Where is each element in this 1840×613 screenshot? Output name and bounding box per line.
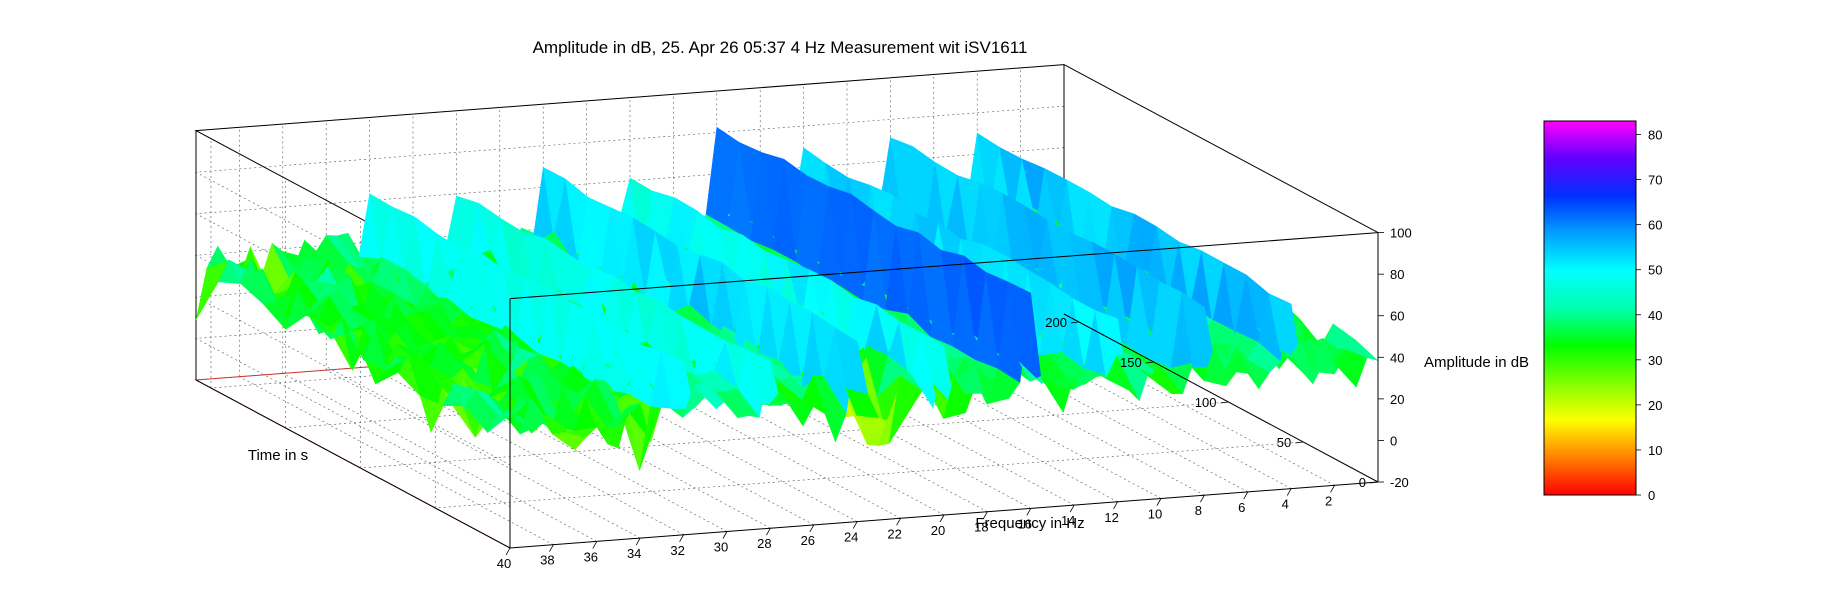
- colorbar-tick-label: 70: [1648, 173, 1662, 188]
- x-tick: [1026, 508, 1032, 516]
- x-tick: [635, 537, 641, 546]
- x-tick: [939, 514, 945, 523]
- x-tick: [1286, 488, 1292, 496]
- y-tick: [1369, 481, 1379, 484]
- x-tick-label: 14: [1061, 513, 1075, 528]
- grid-line: [239, 376, 554, 545]
- x-tick-label: 8: [1195, 503, 1202, 518]
- grid-line: [326, 369, 641, 539]
- y-tick: [1295, 441, 1304, 444]
- colorbar-tick-label: 0: [1648, 488, 1655, 503]
- x-tick: [896, 518, 901, 526]
- colorbar-tick-label: 20: [1648, 398, 1662, 413]
- z-tick-label: 0: [1390, 433, 1397, 448]
- z-tick-label: 60: [1390, 309, 1404, 324]
- grid-line: [282, 373, 597, 542]
- x-tick: [1243, 491, 1249, 500]
- axis-ticks: 2468101214161820222426283032343638400501…: [248, 226, 1529, 571]
- colorbar-tick-label: 50: [1648, 263, 1662, 278]
- y-tick: [1220, 401, 1229, 404]
- surface-mesh: [195, 126, 1379, 471]
- x-tick: [679, 534, 684, 542]
- box-edge: [509, 232, 1379, 300]
- x-tick-label: 18: [974, 520, 988, 535]
- x-tick: [852, 521, 858, 529]
- x-tick-label: 10: [1148, 507, 1162, 522]
- x-tick-label: 16: [1018, 516, 1032, 531]
- box-edge: [1063, 313, 1379, 483]
- x-tick-label: 30: [714, 540, 728, 555]
- box-edge: [1063, 64, 1379, 234]
- x-tick-label: 38: [540, 553, 554, 568]
- y-tick-label: 200: [1045, 315, 1067, 330]
- x-tick: [592, 541, 598, 549]
- colorbar-tick-label: 60: [1648, 218, 1662, 233]
- x-tick-label: 20: [931, 523, 945, 538]
- z-tick-label: 20: [1390, 392, 1404, 407]
- x-tick-label: 40: [497, 556, 511, 571]
- x-tick-label: 12: [1104, 510, 1118, 525]
- x-tick: [1113, 501, 1118, 509]
- chart-title: Amplitude in dB, 25. Apr 26 05:37 4 Hz M…: [532, 38, 1028, 57]
- y-tick: [1070, 321, 1080, 324]
- x-tick-label: 26: [801, 533, 815, 548]
- surface-patch: [195, 259, 230, 321]
- x-tick: [1200, 495, 1205, 503]
- x-tick: [1330, 485, 1335, 493]
- x-tick: [722, 531, 728, 539]
- y-tick-label: 0: [1359, 475, 1366, 490]
- x-tick: [766, 528, 771, 536]
- x-tick-label: 2: [1325, 493, 1332, 508]
- z-tick-label: -20: [1390, 475, 1409, 490]
- y-tick-label: 150: [1120, 355, 1142, 370]
- x-tick: [983, 511, 988, 519]
- z-tick-label: 80: [1390, 267, 1404, 282]
- grid-line: [435, 441, 1304, 509]
- x-tick: [809, 524, 815, 533]
- x-tick: [549, 544, 554, 552]
- x-tick-label: 24: [844, 530, 858, 545]
- x-tick-label: 28: [757, 536, 771, 551]
- x-axis-label: Frequency in Hz: [975, 515, 1084, 532]
- x-tick-label: 36: [584, 549, 598, 564]
- x-tick-label: 34: [627, 546, 641, 561]
- y-axis-label: Time in s: [248, 447, 308, 464]
- x-tick-label: 32: [670, 543, 684, 558]
- colorbar-tick-label: 40: [1648, 308, 1662, 323]
- x-tick: [505, 547, 511, 556]
- y-tick-label: 50: [1277, 435, 1291, 450]
- x-tick-label: 6: [1238, 500, 1245, 515]
- y-tick-label: 100: [1195, 395, 1217, 410]
- z-tick-label: 40: [1390, 350, 1404, 365]
- grid-line: [360, 401, 1229, 469]
- colorbar-gradient: [1543, 120, 1637, 496]
- z-tick-label: 100: [1390, 226, 1412, 241]
- z-axis-label: Amplitude in dB: [1424, 354, 1529, 371]
- x-tick-label: 4: [1282, 497, 1289, 512]
- colorbar-tick-label: 80: [1648, 128, 1662, 143]
- x-tick: [1069, 504, 1075, 513]
- y-tick: [1145, 361, 1154, 364]
- colorbar: 0 10 20 30 40 50 60 70 80: [1543, 120, 1662, 503]
- x-tick: [1156, 498, 1162, 506]
- colorbar-tick-label: 10: [1648, 443, 1662, 458]
- colorbar-tick-label: 30: [1648, 353, 1662, 368]
- surface-patch: [1344, 339, 1379, 361]
- x-tick-label: 22: [887, 526, 901, 541]
